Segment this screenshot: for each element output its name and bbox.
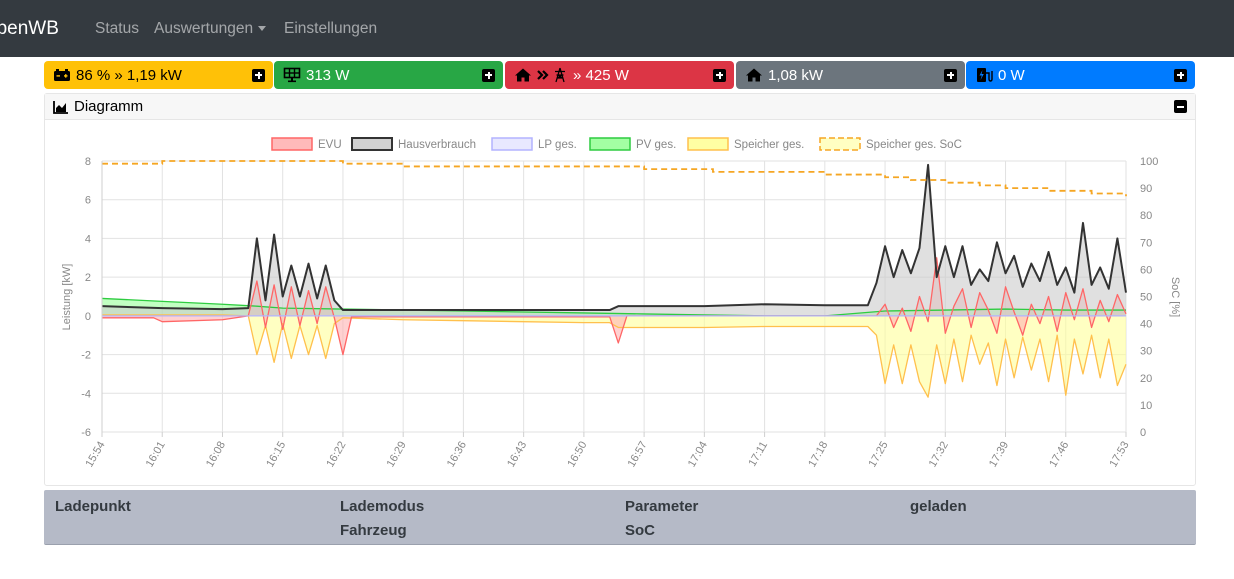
y2-tick-label: 60 [1140, 264, 1152, 276]
charging-station-icon [977, 68, 993, 82]
soc-line [102, 160, 1127, 197]
caret-down-icon [258, 26, 267, 31]
legend-label[interactable]: EVU [318, 139, 342, 151]
house-consumption-value: 1,08 kW [768, 66, 824, 84]
legend-swatch[interactable] [687, 137, 729, 151]
x-tick-label: 16:36 [445, 440, 469, 470]
col-header-lademodus: Lademodus [340, 498, 425, 515]
x-tick-label: 16:08 [204, 440, 228, 470]
y-axis-title: Leistung [kW] [61, 264, 73, 331]
col-header-parameter: Parameter [625, 498, 699, 515]
plus-square-icon[interactable] [482, 68, 495, 82]
battery-tile[interactable]: 86 % » 1,19 kW [44, 61, 273, 89]
plus-square-icon[interactable] [252, 68, 265, 82]
col-header-ladepunkt: Ladepunkt [55, 498, 131, 515]
legend-swatch[interactable] [819, 137, 861, 151]
grid-tile-value: » 425 W [573, 66, 629, 84]
y2-axis-title: SoC [%] [1169, 277, 1181, 317]
x-tick-label: 16:01 [144, 440, 168, 470]
col-header-geladen: geladen [910, 498, 967, 515]
navbar: openWB Status Auswertungen Einstellungen [0, 0, 1234, 57]
y-tick-label: -6 [81, 427, 91, 439]
x-tick-label: 16:50 [565, 440, 589, 470]
nav-link-einstellungen[interactable]: Einstellungen [284, 19, 378, 37]
x-tick-label: 16:22 [324, 440, 348, 470]
y2-tick-label: 10 [1140, 400, 1152, 412]
x-tick-label: 16:57 [626, 440, 650, 470]
home-icon [515, 68, 531, 82]
x-tick-label: 17:11 [746, 440, 770, 469]
legend-label[interactable]: Hausverbrauch [398, 139, 476, 151]
y-tick-label: 8 [85, 156, 91, 168]
battery-icon [54, 69, 70, 81]
y2-tick-label: 30 [1140, 346, 1152, 358]
nav-link-status[interactable]: Status [95, 19, 139, 37]
plus-square-icon[interactable] [1174, 68, 1187, 82]
y2-tick-label: 50 [1140, 292, 1152, 304]
x-tick-label: 17:04 [686, 440, 710, 470]
y-tick-label: 6 [85, 195, 91, 207]
series-area [102, 164, 1126, 316]
y-tick-label: 2 [85, 272, 91, 284]
legend-swatch[interactable] [271, 137, 313, 151]
y2-tick-label: 100 [1140, 156, 1158, 168]
col-header-fahrzeug: Fahrzeug [340, 522, 407, 539]
legend-label[interactable]: PV ges. [636, 139, 676, 151]
y2-tick-label: 80 [1140, 210, 1152, 222]
x-tick-label: 17:39 [987, 440, 1011, 470]
legend-label[interactable]: Speicher ges. [734, 139, 804, 151]
series-line [101, 297, 1126, 317]
x-tick-label: 17:32 [927, 440, 951, 470]
solar-panel-icon [283, 67, 301, 83]
ladepunkt-table-header: Ladepunkt Lademodus Fahrzeug Parameter S… [44, 490, 1196, 545]
y2-tick-label: 20 [1140, 373, 1152, 385]
y2-tick-label: 90 [1140, 183, 1152, 195]
chart-series [101, 160, 1127, 398]
legend-label[interactable]: Speicher ges. SoC [866, 139, 962, 151]
x-tick-label: 17:53 [1107, 440, 1131, 470]
area-chart-icon [53, 100, 68, 114]
series-line [101, 163, 1127, 312]
diagram-title: Diagramm [74, 98, 144, 115]
x-tick-label: 16:29 [385, 440, 409, 470]
col-header-soc: SoC [625, 522, 655, 539]
x-tick-label: 17:46 [1047, 440, 1071, 470]
x-tick-label: 17:25 [866, 440, 890, 470]
minus-square-icon[interactable] [1174, 100, 1187, 113]
plus-square-icon[interactable] [713, 68, 726, 82]
x-tick-label: 16:43 [505, 440, 529, 470]
x-tick-label: 15:54 [83, 440, 107, 470]
house-consumption-tile[interactable]: 1,08 kW [736, 61, 965, 89]
legend-swatch[interactable] [351, 137, 393, 151]
y2-tick-label: 70 [1140, 237, 1152, 249]
power-pylon-icon [555, 67, 565, 83]
diagram-card-header[interactable]: Diagramm [45, 94, 1195, 120]
grid-tile[interactable]: » 425 W [505, 61, 734, 89]
x-tick-label: 16:15 [264, 440, 288, 470]
pv-tile[interactable]: 313 W [274, 61, 503, 89]
nav-dropdown-label: Auswertungen [154, 19, 254, 37]
plus-square-icon[interactable] [944, 68, 957, 82]
home-icon [746, 68, 762, 82]
y-tick-label: 4 [85, 233, 91, 245]
y-tick-label: -4 [81, 388, 91, 400]
y-tick-label: 0 [85, 311, 91, 323]
brand-logo[interactable]: openWB [0, 17, 59, 39]
legend-swatch[interactable] [589, 137, 631, 151]
x-tick-label: 17:18 [806, 440, 830, 470]
charging-tile-value: 0 W [998, 66, 1025, 84]
series-line [102, 314, 1127, 398]
double-chevron-icon [537, 70, 549, 80]
legend-swatch[interactable] [491, 137, 533, 151]
battery-tile-value: 86 % » 1,19 kW [76, 66, 182, 84]
pv-tile-value: 313 W [306, 66, 350, 84]
y-tick-label: -2 [81, 350, 91, 362]
y2-tick-label: 0 [1140, 427, 1146, 439]
legend-label[interactable]: LP ges. [538, 139, 577, 151]
chart-legend[interactable]: EVU Hausverbrauch LP ges. PV ges. Speicher g… [271, 137, 962, 151]
charging-tile[interactable]: 0 W [966, 61, 1195, 89]
nav-dropdown-auswertungen[interactable]: Auswertungen [154, 0, 267, 57]
y2-tick-label: 40 [1140, 319, 1152, 331]
